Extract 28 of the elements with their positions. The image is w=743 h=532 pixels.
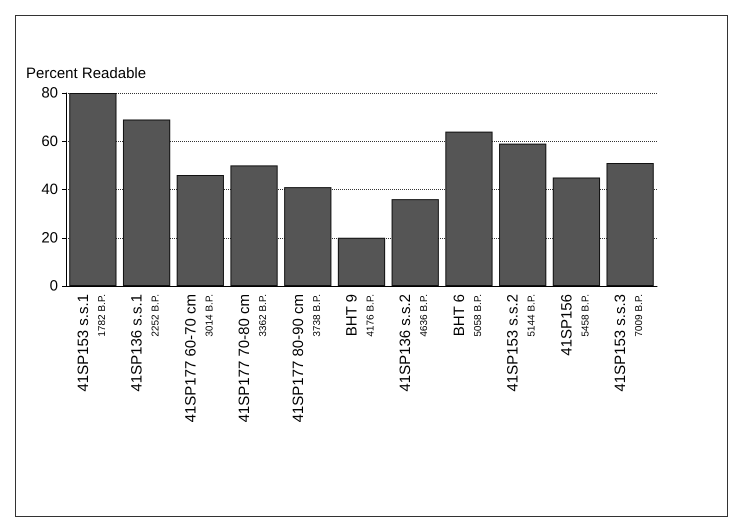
y-axis-title: Percent Readable: [26, 65, 146, 82]
x-tick-label: 41SP153 s.s.1 1782 B.P.: [74, 294, 108, 392]
y-tick-label: 60: [41, 132, 58, 150]
y-tick-label: 0: [50, 278, 58, 294]
x-tick-label: 41SP177 60-70 cm 3014 B.P.: [182, 294, 216, 422]
x-tick-label: BHT 6 5058 B.P.: [450, 294, 484, 337]
bar: [445, 132, 493, 286]
bar: [552, 177, 600, 286]
bar: [606, 162, 654, 286]
x-tick-label: 41SP136 s.s.2 4636 B.P.: [397, 294, 430, 392]
y-tick-label: 40: [41, 181, 58, 198]
x-tick-label: 41SP177 70-80 cm 3362 B.P.: [236, 294, 270, 422]
bar: [122, 120, 170, 286]
x-tick-label: 41SP153 s.s.2 5144 B.P.: [504, 294, 538, 392]
x-tick-label: 41SP136 s.s.1 2252 B.P.: [128, 294, 162, 392]
bar: [284, 187, 332, 286]
bar: [338, 238, 386, 286]
x-tick-label: 41SP153 s.s.3 7009 B.P.: [612, 294, 646, 392]
bar: [176, 175, 224, 286]
x-tick-label: 41SP156 5458 B.P.: [558, 294, 592, 356]
x-tick-label: BHT 9 4176 B.P.: [344, 294, 376, 337]
bar: [499, 144, 546, 286]
bar: [69, 93, 117, 286]
bar: [230, 165, 278, 286]
x-tick-label: 41SP177 80-90 cm 3738 B.P.: [290, 294, 323, 422]
bar: [392, 199, 439, 286]
y-tick-label: 20: [41, 229, 58, 246]
y-tick-label: 80: [41, 84, 58, 102]
